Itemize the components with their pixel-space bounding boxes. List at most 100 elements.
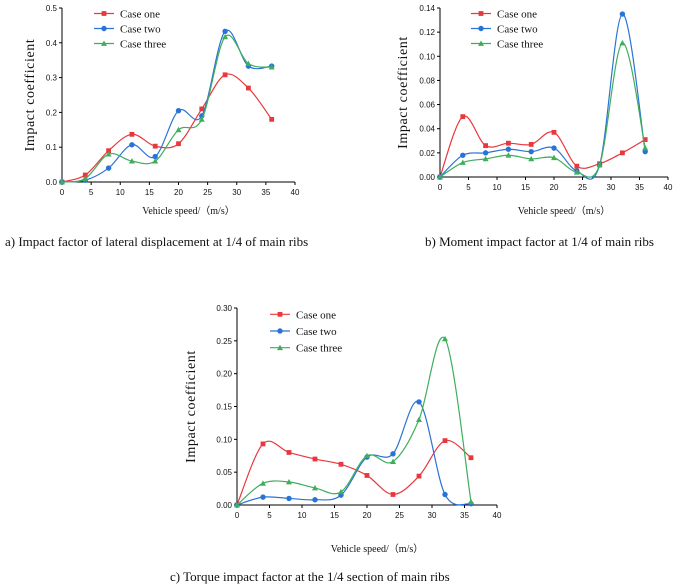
- figure-caption: a) Impact factor of lateral displacement…: [5, 234, 308, 249]
- data-point: [551, 154, 557, 161]
- data-point: [459, 159, 466, 165]
- data-point: [338, 461, 344, 467]
- series-line: [61, 73, 273, 183]
- data-point: [483, 143, 488, 149]
- data-point: [460, 152, 466, 158]
- series-case-one: [437, 114, 648, 180]
- legend-label: Case two: [120, 24, 161, 36]
- data-point: [199, 106, 205, 112]
- y-tick-label: 0.1: [46, 143, 58, 152]
- data-point: [437, 174, 443, 180]
- data-point: [312, 484, 318, 491]
- series-line: [439, 115, 646, 178]
- y-tick-label: 0.15: [216, 403, 232, 412]
- x-tick-label: 10: [298, 511, 307, 520]
- x-tick-label: 10: [493, 183, 502, 192]
- data-point: [152, 143, 158, 149]
- data-point: [442, 491, 448, 498]
- data-point: [619, 40, 626, 46]
- series-case-one: [59, 72, 275, 185]
- x-tick-label: 25: [203, 188, 212, 197]
- y-tick-label: 0.00: [419, 173, 435, 182]
- data-point: [105, 151, 112, 157]
- legend-label: Case three: [120, 39, 166, 51]
- x-tick-label: 30: [607, 183, 616, 192]
- legend-label: Case three: [296, 343, 342, 355]
- legend-label: Case two: [296, 326, 337, 338]
- data-point: [59, 179, 65, 185]
- data-point: [312, 497, 318, 503]
- data-point: [416, 399, 422, 405]
- y-tick-label: 0.30: [216, 304, 232, 313]
- data-point: [390, 451, 396, 457]
- data-point: [505, 152, 512, 158]
- chart-c: 0 5 10 15 20 25 30 35 40 0.00 0.05 0.10 0.15 0.20 0.25…: [170, 304, 502, 584]
- legend-box: [268, 305, 360, 355]
- x-tick-label: 10: [116, 188, 125, 197]
- legend-label: Case two: [497, 24, 538, 36]
- data-point: [528, 142, 534, 147]
- x-tick-label: 30: [428, 511, 437, 520]
- series-line: [236, 336, 472, 506]
- y-tick-label: 0.10: [216, 435, 232, 444]
- data-point: [152, 153, 158, 160]
- data-point: [574, 163, 580, 169]
- legend-marker: [101, 40, 107, 46]
- legend: Case one Case two Case three: [92, 5, 170, 51]
- x-tick-label: 40: [291, 188, 300, 197]
- data-point: [364, 452, 370, 459]
- y-axis-label: Impact coefficient: [184, 350, 199, 463]
- data-point: [506, 140, 511, 146]
- data-point: [198, 116, 205, 122]
- data-point: [260, 441, 266, 447]
- data-point: [234, 502, 240, 508]
- x-tick-label: 0: [438, 183, 443, 192]
- x-tick-label: 15: [330, 511, 339, 520]
- data-point: [642, 145, 649, 151]
- data-point: [246, 85, 251, 91]
- y-tick-label: 0.06: [419, 101, 435, 110]
- data-point: [286, 495, 292, 502]
- y-tick-label: 0.14: [419, 4, 435, 13]
- data-point: [482, 155, 489, 162]
- data-point: [338, 488, 344, 495]
- data-point: [129, 142, 135, 148]
- data-point: [460, 114, 466, 120]
- data-point: [245, 60, 252, 67]
- x-tick-label: 20: [174, 188, 183, 197]
- y-tick-label: 0.3: [46, 74, 58, 83]
- data-point: [105, 165, 112, 171]
- legend-label: Case one: [497, 9, 537, 21]
- legend-marker: [478, 11, 484, 16]
- data-point: [82, 175, 89, 181]
- y-tick-label: 0.4: [46, 39, 58, 48]
- series-case-two: [59, 28, 275, 185]
- data-point: [482, 150, 489, 156]
- data-point: [106, 148, 111, 154]
- legend: Case one Case two Case three: [469, 5, 549, 51]
- data-point: [175, 126, 182, 133]
- x-axis-label: Vehicle speed/（m/s）: [518, 205, 610, 217]
- y-axis-label: Impact coefficient: [23, 39, 38, 152]
- data-point: [82, 172, 88, 178]
- legend-marker: [101, 25, 107, 32]
- data-point: [551, 145, 557, 151]
- data-point: [573, 169, 580, 175]
- data-point: [129, 131, 135, 137]
- legend-marker: [478, 25, 484, 32]
- x-tick-label: 25: [578, 183, 587, 192]
- chart-b: 0 5 10 15 20 25 30 35 40 0.00 0.02 0.04 0.06 0.08 0.10…: [396, 4, 673, 249]
- series-case-two: [234, 399, 474, 508]
- data-point: [364, 473, 370, 478]
- series-case-three: [437, 40, 649, 180]
- data-point: [416, 416, 422, 423]
- y-tick-label: 0.00: [216, 501, 232, 510]
- figure-caption: b) Moment impact factor at 1/4 of main r…: [425, 234, 654, 249]
- data-point: [286, 450, 292, 455]
- series-case-three: [59, 33, 275, 185]
- x-axis-label: Vehicle speed/（m/s）: [142, 205, 234, 217]
- data-point: [416, 473, 422, 479]
- y-tick-label: 0.05: [216, 468, 232, 477]
- x-tick-label: 20: [363, 511, 372, 520]
